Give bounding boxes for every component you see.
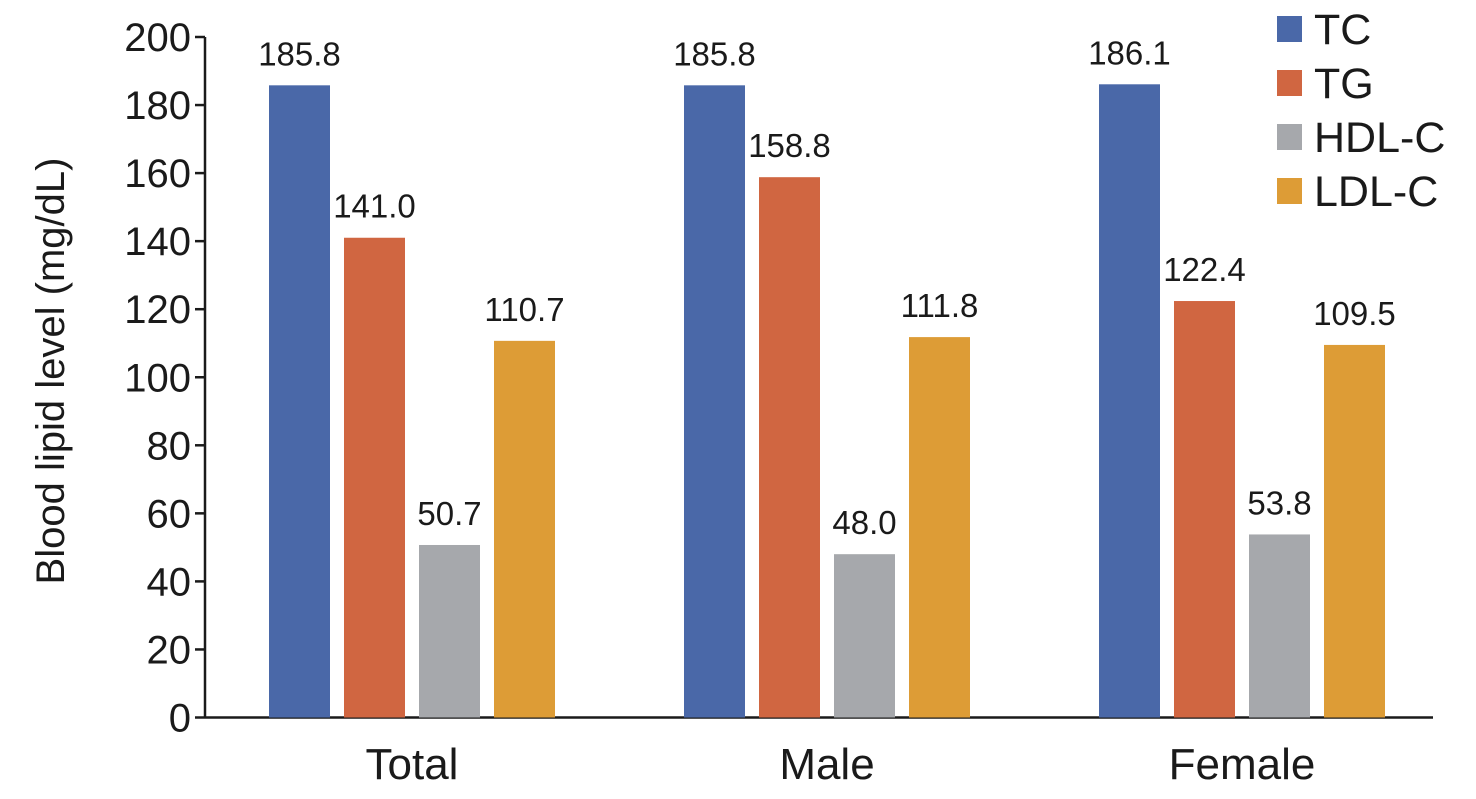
legend-label: TG — [1314, 60, 1374, 108]
value-labels: 185.8 185.8 186.1 141.0 158.8 122.4 50.7 48.0 53… — [258, 34, 1396, 541]
bar-ldl-c-total — [494, 340, 555, 718]
y-tick-label: 80 — [147, 424, 192, 468]
y-tick-label: 200 — [124, 16, 191, 60]
value-label: 141.0 — [333, 188, 416, 225]
y-tick-label: 20 — [147, 628, 192, 672]
bar-hdl-c-total — [419, 544, 480, 718]
value-label: 53.8 — [1247, 484, 1311, 521]
y-axis: 0 20 40 60 80 100 120 140 160 180 200 — [124, 16, 207, 741]
value-label: 48.0 — [832, 504, 896, 541]
value-label: 50.7 — [417, 495, 481, 532]
value-label: 186.1 — [1088, 34, 1171, 71]
bar-tg-male — [759, 177, 820, 718]
value-label: 185.8 — [673, 35, 756, 72]
value-label: 185.8 — [258, 35, 341, 72]
legend: TC TG HDL-C LDL-C — [1277, 6, 1445, 216]
legend-swatch-tc — [1277, 16, 1302, 42]
bar-hdl-c-male — [834, 554, 895, 718]
legend-label: HDL-C — [1314, 114, 1445, 162]
y-tick-label: 140 — [124, 220, 191, 264]
y-tick-label: 100 — [124, 356, 191, 400]
y-tick-label: 160 — [124, 152, 191, 196]
x-tick-label: Total — [366, 740, 459, 789]
x-tick-label: Male — [779, 740, 874, 789]
y-tick-label: 0 — [169, 697, 191, 741]
bar-tg-total — [344, 237, 405, 718]
legend-label: TC — [1314, 6, 1371, 54]
bar-ldl-c-male — [909, 337, 970, 718]
value-label: 110.7 — [484, 291, 564, 328]
legend-swatch-hdl-c — [1277, 124, 1302, 150]
bar-hdl-c-female — [1249, 534, 1310, 718]
y-tick-label: 40 — [147, 560, 192, 604]
value-label: 122.4 — [1163, 251, 1246, 288]
y-tick-label: 60 — [147, 492, 192, 536]
legend-swatch-ldl-c — [1277, 178, 1302, 204]
x-tick-label: Female — [1169, 740, 1316, 789]
bar-tc-male — [684, 85, 745, 718]
y-axis-title: Blood lipid level (mg/dL) — [29, 158, 73, 585]
bar-tc-total — [269, 85, 330, 718]
value-label: 158.8 — [748, 127, 831, 164]
bars — [269, 84, 1385, 718]
y-tick-label: 180 — [124, 84, 191, 128]
bar-tg-female — [1174, 301, 1235, 718]
bar-ldl-c-female — [1324, 344, 1385, 718]
legend-label: LDL-C — [1314, 168, 1438, 216]
x-axis: Total Male Female — [205, 716, 1433, 789]
value-label: 111.8 — [901, 287, 979, 324]
legend-swatch-tg — [1277, 70, 1302, 96]
y-tick-label: 120 — [124, 288, 191, 332]
bar-tc-female — [1099, 84, 1160, 718]
value-label: 109.5 — [1313, 295, 1396, 332]
